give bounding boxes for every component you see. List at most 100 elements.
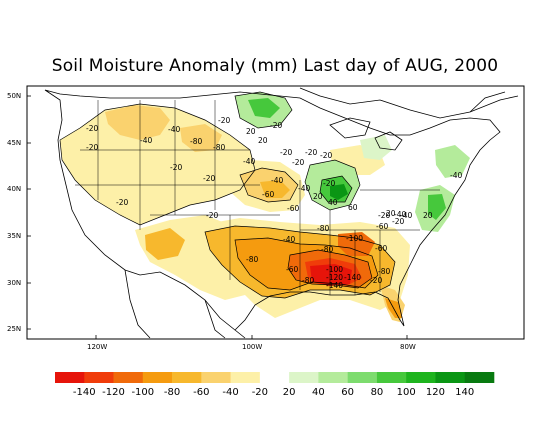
lon-tick-80w: 80W — [400, 343, 416, 351]
contour-label: -60 — [286, 265, 298, 274]
dry-region-dakota — [180, 124, 222, 152]
dry-region-newmexico — [145, 228, 185, 260]
colorbar-swatch — [318, 372, 348, 383]
lat-tick-50n: 50N — [7, 92, 21, 100]
colorbar-label: 100 — [397, 387, 416, 398]
contour-label: -40 — [394, 210, 406, 219]
longitude-axis: 120W 100W 80W — [87, 335, 416, 351]
contour-label: -40 — [450, 171, 462, 180]
contour-label: -80 — [378, 267, 390, 276]
colorbar-swatch — [230, 372, 261, 383]
contour-label: -80 — [302, 276, 314, 285]
wet-region-ohio-valley-core — [330, 184, 348, 200]
contour-label: -20 — [323, 179, 335, 188]
lat-tick-45n: 45N — [7, 139, 21, 147]
coastline-and-borders — [44, 87, 519, 339]
contour-label: -40 — [283, 235, 295, 244]
contour-label: -80 — [213, 143, 225, 152]
contour-label: -40 — [271, 176, 283, 185]
contour-label: -40 — [168, 125, 180, 134]
colorbar-label: -20 — [252, 387, 268, 398]
colorbar-label: 140 — [455, 387, 474, 398]
colorbar-swatch — [435, 372, 466, 383]
wet-region-mid-atlantic-core — [428, 194, 446, 220]
colorbar-label: 120 — [426, 387, 445, 398]
contour-label: -140 — [326, 281, 343, 290]
contour-label: -20 — [86, 124, 98, 133]
colorbar-label: 60 — [341, 387, 354, 398]
colorbar-swatch — [406, 372, 436, 383]
contour-label: -80 — [190, 137, 202, 146]
colorbar-label: 80 — [371, 387, 384, 398]
contour-label: -140 — [344, 273, 361, 282]
contour-label: -20 — [378, 211, 390, 220]
contour-label: 20 — [386, 209, 396, 218]
colorbar-label: 40 — [312, 387, 325, 398]
contour-label: 20 — [313, 192, 323, 201]
dry-region-kansas-core — [260, 180, 290, 198]
colorbar-labels: -140 -120 -100 -80 -60 -40 -20 20 40 60 80 100 120 14… — [73, 387, 474, 398]
contour-label: 20 — [246, 127, 256, 136]
contour-label: -20 — [280, 148, 292, 157]
colorbar-label: -60 — [193, 387, 209, 398]
colorbar-label: -100 — [131, 387, 154, 398]
colorbar-swatch — [289, 372, 319, 383]
colorbar-label: -120 — [102, 387, 125, 398]
contour-label: -60 — [376, 222, 388, 231]
colorbar-swatch — [142, 372, 173, 383]
contour-label: -20 — [320, 151, 332, 160]
colorbar-swatch — [84, 372, 114, 383]
contour-label: -100 — [346, 234, 363, 243]
contour-label: -20 — [86, 143, 98, 152]
colorbar-swatch — [172, 372, 202, 383]
lat-tick-25n: 25N — [7, 325, 21, 333]
contour-label: -20 — [206, 211, 218, 220]
contour-label: 60 — [348, 203, 358, 212]
contour-label: -20 — [392, 217, 404, 226]
contour-label: -20 — [218, 116, 230, 125]
contour-label: -20 — [170, 163, 182, 172]
colorbar-swatch — [464, 372, 495, 383]
colorbar-label: -40 — [222, 387, 238, 398]
lat-tick-35n: 35N — [7, 232, 21, 240]
colorbar-swatch — [55, 372, 85, 383]
contour-label: 20 — [423, 211, 433, 220]
dry-region-core-4 — [338, 232, 375, 256]
contour-label: -80 — [321, 245, 333, 254]
contour-label: -100 — [326, 265, 343, 274]
contour-label: -20 — [305, 148, 317, 157]
lon-tick-100w: 100W — [242, 343, 262, 351]
lat-tick-40n: 40N — [7, 185, 21, 193]
contour-label: -40 — [298, 184, 310, 193]
colorbar-label: -140 — [73, 387, 96, 398]
colorbar-label: -80 — [164, 387, 180, 398]
wet-anomaly-regions — [235, 92, 470, 232]
colorbar-swatches — [55, 372, 495, 383]
contour-label: 40 — [328, 198, 338, 207]
contour-label: -60 — [375, 244, 387, 253]
lon-tick-120w: 120W — [87, 343, 107, 351]
colorbar-swatch — [376, 372, 407, 383]
dry-region-montana — [105, 105, 170, 140]
contour-label: 20 — [258, 136, 268, 145]
latitude-axis: 50N 45N 40N 35N 30N 25N — [7, 92, 31, 333]
contour-label: -40 — [140, 136, 152, 145]
contour-label: -60 — [287, 204, 299, 213]
contour-label: -20 — [270, 121, 282, 130]
contour-label: -60 — [262, 190, 274, 199]
contour-labels: -20 -20 -40 -40 -80 -80 -20 20 20 -20 -4… — [86, 116, 462, 290]
colorbar: -140 -120 -100 -80 -60 -40 -20 20 40 60 80 100 120 14… — [55, 372, 495, 398]
colorbar-swatch — [113, 372, 144, 383]
contour-label: -20 — [203, 174, 215, 183]
map-title: Soil Moisture Anomaly (mm) Last day of A… — [51, 56, 499, 76]
contour-label: -40 — [243, 157, 255, 166]
colorbar-swatch — [347, 372, 378, 383]
contour-label: -80 — [317, 224, 329, 233]
colorbar-label: 20 — [283, 387, 296, 398]
wet-region-great-lakes — [360, 135, 392, 160]
contour-label: -20 — [292, 158, 304, 167]
contour-label: -120 — [326, 273, 343, 282]
lat-tick-30n: 30N — [7, 279, 21, 287]
contour-label: -40 — [400, 211, 412, 220]
